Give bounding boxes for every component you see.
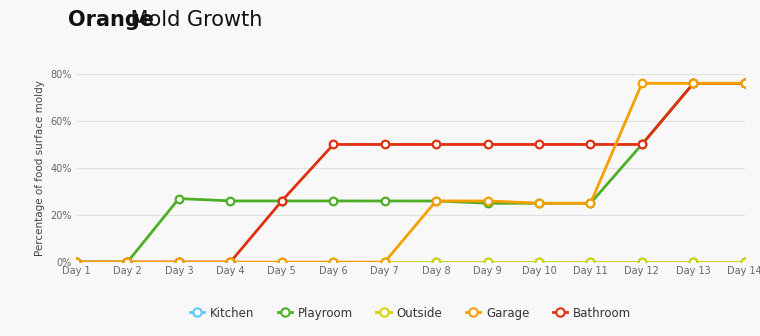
Legend: Kitchen, Playroom, Outside, Garage, Bathroom: Kitchen, Playroom, Outside, Garage, Bath… <box>185 302 636 324</box>
Text: Mold Growth: Mold Growth <box>124 10 262 30</box>
Y-axis label: Percentage of food surface moldy: Percentage of food surface moldy <box>35 80 45 256</box>
Text: Orange: Orange <box>68 10 154 30</box>
